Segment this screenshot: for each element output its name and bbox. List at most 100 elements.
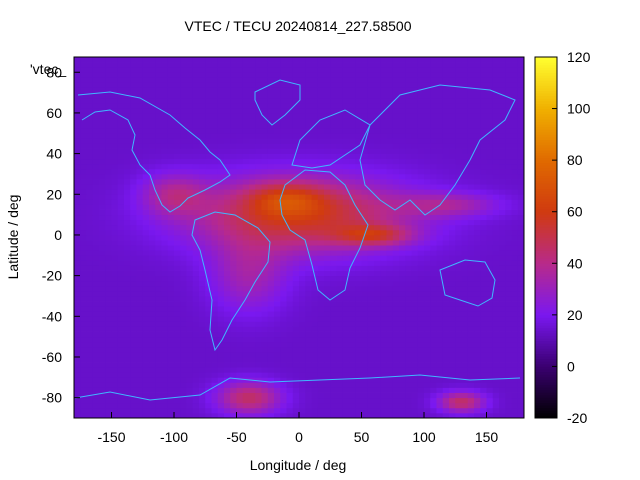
heatmap-cell [317,62,325,68]
heatmap-cell [342,92,350,99]
heatmap-cell [505,356,512,363]
heatmap-cell [236,336,244,343]
heatmap-cell [492,67,500,73]
heatmap-cell [511,326,519,332]
heatmap-cell [155,351,162,358]
heatmap-cell [136,133,144,139]
heatmap-cell [286,204,294,210]
heatmap-cell [436,107,444,114]
heatmap-cell [361,397,369,404]
heatmap-cell [267,107,275,114]
heatmap-cell [149,346,156,353]
heatmap-cell [136,382,144,388]
heatmap-cell [167,82,175,88]
heatmap-cell [249,153,256,160]
heatmap-cell [480,199,487,205]
heatmap-cell [205,112,212,119]
heatmap-cell [167,321,175,327]
heatmap-cell [99,382,106,388]
heatmap-cell [180,402,187,409]
heatmap-cell [86,306,94,312]
heatmap-cell [255,97,262,104]
heatmap-cell [255,67,262,73]
heatmap-cell [130,97,137,104]
heatmap-cell [311,214,319,221]
heatmap-cell [80,346,87,353]
heatmap-cell [142,87,150,93]
heatmap-cell [292,265,300,271]
heatmap-cell [292,285,300,292]
heatmap-cell [405,87,412,93]
heatmap-cell [161,77,169,83]
heatmap-cell [186,229,194,236]
heatmap-cell [461,163,469,170]
heatmap-cell [174,250,181,256]
heatmap-cell [361,377,369,383]
heatmap-cell [449,234,456,241]
heatmap-cell [499,372,506,378]
heatmap-cell [199,402,206,409]
heatmap-cell [267,270,275,277]
heatmap-cell [467,397,475,404]
heatmap-cell [305,285,312,292]
heatmap-cell [292,209,300,216]
heatmap-cell [417,199,425,205]
heatmap-cell [92,275,100,282]
heatmap-cell [230,209,237,216]
heatmap-cell [161,265,169,271]
heatmap-cell [261,87,269,93]
heatmap-cell [324,158,331,165]
heatmap-cell [417,62,425,68]
heatmap-cell [492,189,500,195]
heatmap-cell [405,336,412,343]
heatmap-cell [505,326,512,332]
heatmap-cell [392,224,400,231]
heatmap-cell [424,184,431,190]
heatmap-cell [342,67,350,73]
heatmap-cell [305,102,312,109]
heatmap-cell [249,138,256,144]
heatmap-cell [255,387,262,393]
heatmap-cell [99,209,106,216]
heatmap-cell [436,255,444,261]
heatmap-cell [211,82,219,88]
heatmap-cell [499,67,506,73]
heatmap-cell [299,179,306,185]
heatmap-cell [80,351,87,358]
heatmap-cell [149,163,156,170]
heatmap-cell [336,367,344,373]
heatmap-cell [392,92,400,99]
heatmap-cell [205,270,212,277]
heatmap-cell [105,321,112,327]
heatmap-cell [255,158,262,165]
heatmap-cell [261,265,269,271]
heatmap-cell [149,199,156,205]
heatmap-cell [130,270,137,277]
heatmap-cell [217,184,225,190]
heatmap-cell [392,255,400,261]
heatmap-cell [324,143,331,149]
heatmap-cell [286,270,294,277]
heatmap-cell [186,240,194,246]
heatmap-cell [111,67,119,73]
heatmap-cell [380,138,387,144]
heatmap-cell [124,153,131,160]
heatmap-cell [355,219,362,226]
heatmap-cell [411,377,419,383]
heatmap-cell [274,392,281,399]
heatmap-cell [392,102,400,109]
heatmap-cell [92,346,100,353]
heatmap-cell [242,57,250,63]
heatmap-cell [280,87,287,93]
heatmap-cell [205,118,212,124]
heatmap-cell [311,356,319,363]
heatmap-cell [217,295,225,302]
heatmap-cell [311,168,319,175]
heatmap-cell [467,138,475,144]
heatmap-cell [417,209,425,216]
heatmap-cell [499,250,506,256]
heatmap-cell [236,351,244,358]
heatmap-cell [192,229,200,236]
heatmap-cell [405,316,412,322]
heatmap-cell [292,158,300,165]
